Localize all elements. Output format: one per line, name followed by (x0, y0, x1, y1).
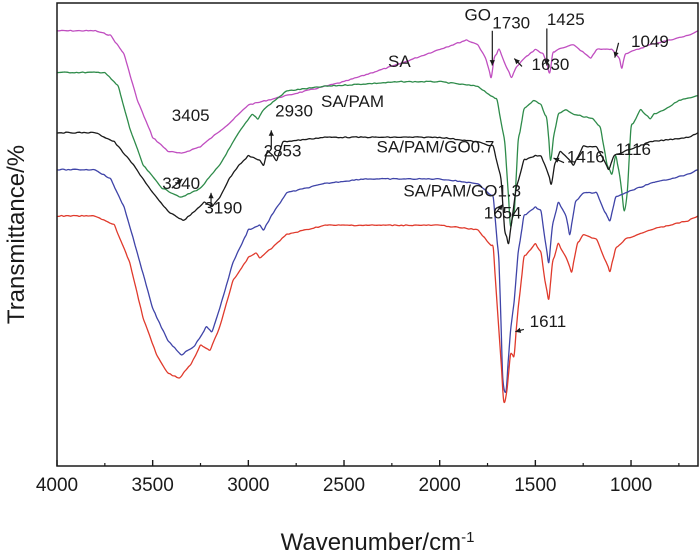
peak-arrow-1049 (613, 42, 620, 58)
series-line-sa-pam (56, 131, 699, 245)
peak-arrow-1730 (489, 30, 495, 66)
peak-label-2853: 2853 (264, 142, 302, 161)
peak-arrow-3340 (171, 178, 183, 189)
x-tick-label-1000: 1000 (610, 475, 652, 496)
peak-label-1049: 1049 (631, 32, 669, 51)
peak-label-2930: 2930 (275, 101, 313, 120)
x-axis-title-text: Wavenumber/cm (281, 529, 462, 556)
peak-label-3190: 3190 (204, 199, 242, 218)
y-axis-title: Transmittance/% (3, 145, 30, 324)
x-tick-label-3500: 3500 (132, 475, 174, 496)
series-line-sa (56, 71, 699, 228)
x-axis-title-superscript: -1 (461, 529, 474, 546)
peak-arrow-1425 (544, 28, 550, 66)
series-line-sa-pam-go0-7 (56, 168, 699, 393)
peak-label-3340: 3340 (162, 174, 200, 193)
peak-label-3405: 3405 (172, 106, 210, 125)
peak-label-1730: 1730 (492, 13, 530, 32)
peak-arrow-3190 (208, 192, 214, 207)
x-tick-label-4000: 4000 (36, 475, 78, 496)
peak-label-1416: 1416 (567, 148, 605, 167)
x-tick-label-1500: 1500 (514, 475, 556, 496)
series-label-go: GO (465, 6, 491, 25)
peak-label-1611: 1611 (530, 312, 567, 331)
peak-label-1654: 1654 (484, 203, 522, 222)
peak-arrow-1416 (553, 157, 565, 164)
series-label-sa: SA (388, 52, 411, 71)
peak-label-1116: 1116 (616, 140, 651, 159)
peak-arrow-1654 (494, 204, 504, 215)
peak-label-1425: 1425 (547, 10, 585, 29)
annotation-arrows (171, 28, 620, 333)
peak-arrow-2853 (268, 130, 274, 147)
peak-arrow-1630 (513, 58, 523, 67)
x-axis-ticks: 4000 3500 3000 2500 2000 1500 1000 (36, 460, 680, 496)
series-label-sa-pam-go0-7: SA/PAM/GO0.7 (377, 138, 495, 157)
spectra-curves (56, 29, 699, 404)
x-tick-label-2000: 2000 (419, 475, 461, 496)
series-labels: GO SA SA/PAM SA/PAM/GO0.7 SA/PAM/GO1.3 (321, 6, 521, 201)
peak-arrow-1611 (515, 327, 525, 333)
peak-labels: 1730 1425 1049 1630 3405 2930 2853 1416 1116 3340… (162, 10, 669, 331)
series-label-sa-pam: SA/PAM (321, 92, 384, 111)
series-line-go (56, 29, 699, 154)
x-tick-label-3000: 3000 (227, 475, 269, 496)
x-axis-title: Wavenumber/cm-1 (281, 529, 475, 557)
plot-frame (56, 2, 699, 467)
peak-label-1630: 1630 (532, 55, 570, 74)
series-line-sa-pam-go1-3 (56, 214, 699, 404)
series-label-sa-pam-go1-3: SA/PAM/GO1.3 (403, 182, 521, 201)
x-tick-label-2500: 2500 (323, 475, 365, 496)
